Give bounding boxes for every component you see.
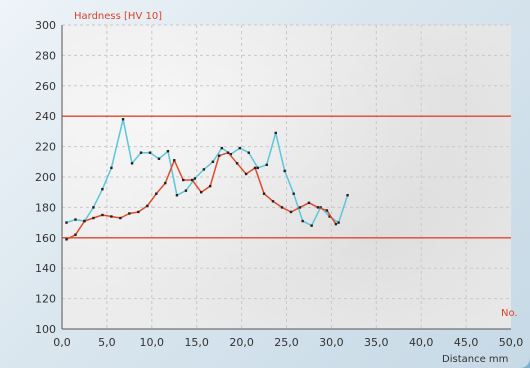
data-point — [244, 172, 248, 176]
data-point — [128, 212, 131, 215]
data-point — [157, 157, 161, 160]
y-tick-label: 200 — [35, 171, 56, 184]
x-axis-label: Distance mm — [442, 354, 508, 365]
data-point — [166, 149, 170, 153]
y-tick-label: 220 — [35, 141, 56, 154]
y-tick-label: 180 — [35, 201, 56, 214]
data-point — [280, 206, 284, 209]
data-point — [346, 194, 349, 197]
data-point — [220, 146, 224, 150]
data-point — [337, 221, 340, 224]
x-tick-label: 40,0 — [409, 336, 434, 349]
data-point — [325, 209, 329, 212]
data-point — [202, 168, 206, 171]
data-point — [217, 154, 221, 157]
data-point — [265, 163, 268, 167]
x-tick-label: 50,0 — [499, 336, 524, 349]
data-point — [292, 192, 295, 195]
tick-labels: 100 120 140 160 180 200 220 240 260 280 300 0,0 5,0 1… — [35, 19, 523, 349]
y-tick-label: 140 — [35, 262, 56, 275]
data-point — [92, 216, 95, 220]
data-point — [229, 153, 233, 156]
data-point — [256, 166, 259, 170]
data-point — [262, 192, 266, 195]
y-tick-label: 240 — [35, 110, 56, 123]
data-point — [235, 162, 239, 165]
data-point — [208, 184, 212, 188]
data-point — [199, 191, 203, 194]
data-point — [334, 222, 338, 226]
data-point — [101, 213, 104, 217]
data-point — [146, 204, 149, 208]
data-point — [92, 206, 95, 209]
data-point — [274, 131, 277, 135]
data-point — [226, 151, 230, 154]
x-tick-label: 20,0 — [229, 336, 254, 349]
data-point — [148, 151, 152, 154]
data-point — [247, 151, 250, 154]
data-point — [121, 118, 125, 121]
data-point — [193, 177, 197, 180]
y-tick-label: 280 — [35, 49, 56, 62]
y-tick-label: 100 — [35, 323, 56, 336]
data-point — [310, 224, 313, 227]
data-point — [101, 187, 104, 191]
x-tick-label: 15,0 — [184, 336, 209, 349]
data-point — [74, 218, 77, 221]
x-tick-label: 35,0 — [364, 336, 389, 349]
x-tick-label: 25,0 — [274, 336, 299, 349]
data-point — [139, 151, 143, 154]
data-point — [328, 215, 331, 218]
data-point — [137, 210, 140, 214]
data-point — [316, 206, 320, 209]
series-layer — [65, 118, 349, 241]
y-tick-label: 300 — [35, 19, 56, 32]
data-point — [164, 181, 167, 185]
data-point — [175, 194, 179, 197]
x-tick-label: 30,0 — [319, 336, 344, 349]
data-point — [83, 219, 86, 223]
data-point — [155, 192, 158, 195]
data-point — [319, 206, 322, 209]
data-point — [238, 146, 242, 150]
data-point — [173, 159, 176, 162]
data-point — [119, 216, 122, 220]
x-tick-label: 0,0 — [53, 336, 71, 349]
data-point — [298, 206, 302, 209]
series-line-1 — [66, 118, 349, 227]
axes — [61, 25, 511, 330]
data-point — [184, 189, 188, 192]
no-label: No. — [501, 308, 518, 319]
data-point — [253, 166, 257, 170]
data-point — [182, 178, 185, 182]
data-point — [289, 210, 293, 214]
data-point — [110, 215, 113, 218]
data-point — [307, 201, 311, 205]
y-tick-label: 120 — [35, 293, 56, 306]
y-tick-label: 260 — [35, 80, 56, 93]
data-point — [271, 200, 275, 203]
data-point — [301, 219, 304, 223]
data-point — [283, 169, 286, 173]
chart-title: Hardness [HV 10] — [74, 11, 162, 22]
data-point — [74, 233, 77, 236]
data-point — [65, 221, 68, 224]
data-point — [130, 162, 134, 165]
data-point — [191, 178, 194, 182]
limit-lines — [62, 115, 511, 239]
y-tick-label: 160 — [35, 232, 56, 245]
x-tick-label: 45,0 — [454, 336, 479, 349]
x-tick-label: 10,0 — [140, 336, 165, 349]
data-point — [65, 238, 68, 241]
x-tick-label: 5,0 — [98, 336, 116, 349]
data-point — [110, 166, 113, 170]
data-point — [211, 160, 215, 163]
